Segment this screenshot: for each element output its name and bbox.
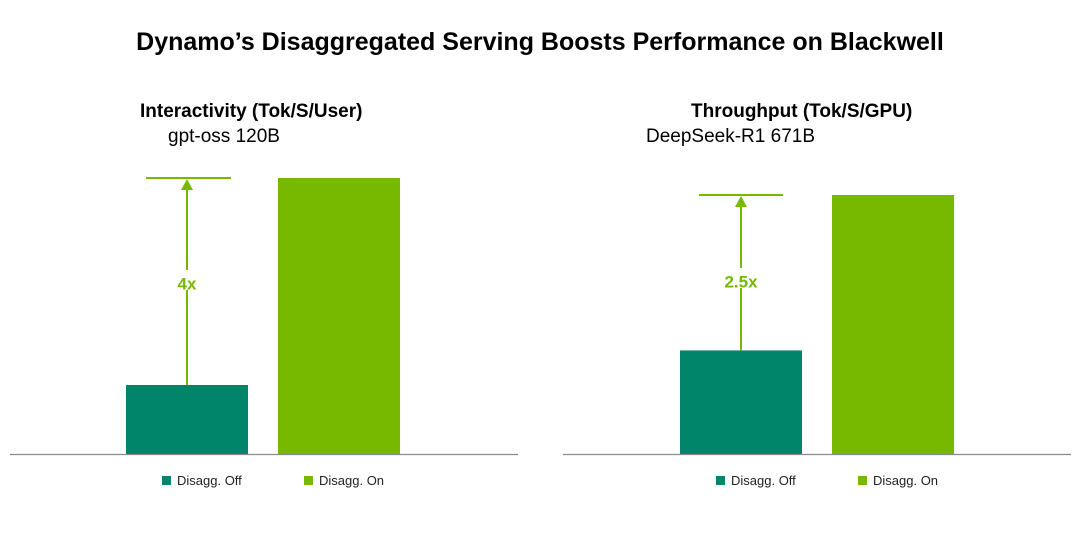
chart-2-arrow-head-icon [735, 196, 747, 207]
chart-1-subtitle: gpt-oss 120B [168, 126, 280, 147]
chart-1-multiplier-bg [165, 270, 209, 290]
chart-2-legend-swatch-on [858, 476, 867, 485]
chart-1-legend-swatch-on [304, 476, 313, 485]
chart-1-legend-label-on: Disagg. On [319, 473, 384, 488]
chart-1-title: Interactivity (Tok/S/User) [140, 101, 363, 122]
chart-1-multiplier-label: 4x [178, 274, 197, 293]
chart-1-bar-disagg-on [278, 178, 400, 454]
chart-1-arrow-head-icon [181, 179, 193, 190]
chart-1-legend-label-off: Disagg. Off [177, 473, 242, 488]
page-title: Dynamo’s Disaggregated Serving Boosts Pe… [136, 28, 944, 56]
chart-2-legend-label-on: Disagg. On [873, 473, 938, 488]
chart-2-bar-disagg-on [832, 195, 954, 454]
chart-2-legend-swatch-off [716, 476, 725, 485]
chart-1-bar-disagg-off [126, 385, 248, 454]
chart-2-legend-label-off: Disagg. Off [731, 473, 796, 488]
chart-1-legend-swatch-off [162, 476, 171, 485]
chart-2-multiplier-label: 2.5x [724, 272, 758, 291]
chart-2-title: Throughput (Tok/S/GPU) [691, 101, 913, 122]
chart-2-subtitle: DeepSeek-R1 671B [646, 126, 815, 147]
chart-2-multiplier-bg [719, 268, 763, 288]
chart-2-bar-disagg-off [680, 350, 802, 454]
